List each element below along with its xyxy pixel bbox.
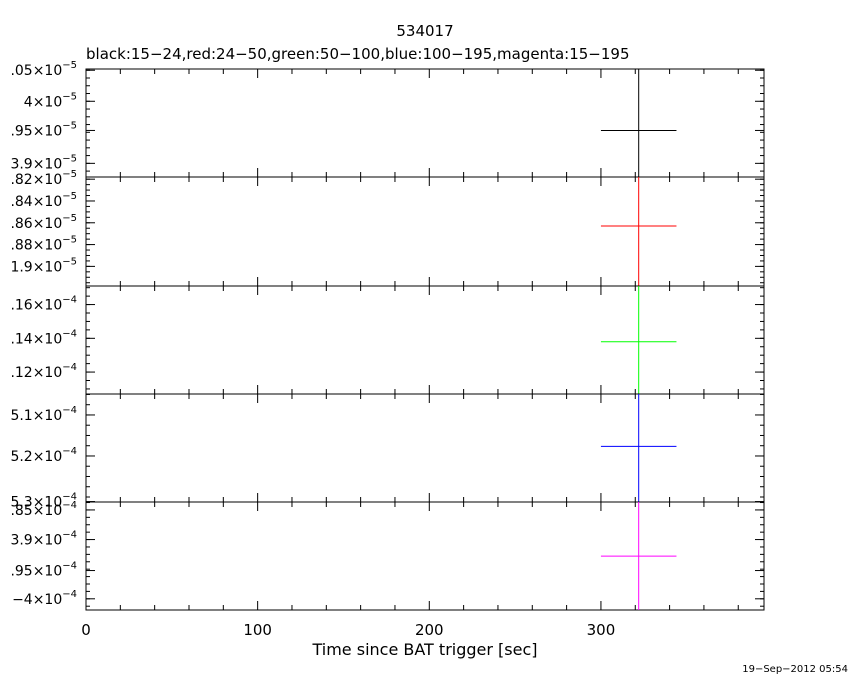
x-tick-label: 300 xyxy=(587,621,616,639)
x-tick-label: 0 xyxy=(81,621,91,639)
y-tick-label: 5.3×10−4 xyxy=(10,492,77,511)
y-tick-exponent: −4 xyxy=(62,405,77,416)
y-tick-label: 5.2×10−4 xyxy=(10,446,77,465)
y-tick-exponent: −5 xyxy=(62,91,77,102)
y-tick-exponent: −4 xyxy=(62,492,77,503)
y-tick-label: .82×10−5 xyxy=(10,169,77,188)
x-axis-label: Time since BAT trigger [sec] xyxy=(312,640,538,659)
y-tick-exponent: −4 xyxy=(62,589,77,600)
y-tick-exponent: −5 xyxy=(62,153,77,164)
panel-frame-black xyxy=(85,68,765,178)
x-tick-label: 200 xyxy=(415,621,444,639)
chart-title: 534017 xyxy=(396,22,454,40)
y-tick-label: .05×10−5 xyxy=(10,60,77,79)
y-tick-exponent: −5 xyxy=(62,60,77,71)
y-tick-exponent: −4 xyxy=(62,362,77,373)
y-tick-exponent: −4 xyxy=(62,561,77,572)
y-tick-label: .85×10−4 xyxy=(10,500,77,519)
y-tick-exponent: −4 xyxy=(62,530,77,541)
y-tick-exponent: −4 xyxy=(62,500,77,511)
plot-timestamp: 19−Sep−2012 05:54 xyxy=(742,664,848,675)
x-tick-label: 100 xyxy=(243,621,272,639)
y-tick-exponent: −5 xyxy=(62,120,77,131)
chart-subtitle: black:15−24,red:24−50,green:50−100,blue:… xyxy=(86,45,630,63)
y-tick-label: 4×10−5 xyxy=(24,91,77,110)
y-tick-label: 3.9×10−4 xyxy=(10,530,77,549)
y-tick-label: .95×10−4 xyxy=(10,561,77,580)
y-tick-exponent: −4 xyxy=(62,328,77,339)
y-tick-label: .84×10−5 xyxy=(10,191,77,210)
y-tick-exponent: −5 xyxy=(62,169,77,180)
panel-frame-red xyxy=(85,176,765,287)
panel-frame-blue xyxy=(85,393,765,503)
y-tick-label: 1.9×10−5 xyxy=(10,256,77,275)
y-tick-label: .86×10−5 xyxy=(10,213,77,232)
y-tick-label: 3.9×10−5 xyxy=(10,153,77,172)
panel-frame-magenta xyxy=(85,501,765,611)
panel-frame-green xyxy=(85,285,765,395)
y-tick-label: .95×10−5 xyxy=(10,120,77,139)
y-tick-label: .14×10−4 xyxy=(10,328,77,347)
y-tick-exponent: −5 xyxy=(62,191,77,202)
y-tick-exponent: −4 xyxy=(62,446,77,457)
y-tick-label: .16×10−4 xyxy=(10,295,77,314)
y-tick-exponent: −5 xyxy=(62,235,77,246)
y-tick-label: 5.1×10−4 xyxy=(10,405,77,424)
y-tick-label: −4×10−4 xyxy=(12,589,77,608)
y-tick-exponent: −5 xyxy=(62,256,77,267)
y-tick-label: .12×10−4 xyxy=(10,362,77,381)
y-tick-label: .88×10−5 xyxy=(10,235,77,254)
y-tick-exponent: −5 xyxy=(62,213,77,224)
y-tick-exponent: −4 xyxy=(62,295,77,306)
